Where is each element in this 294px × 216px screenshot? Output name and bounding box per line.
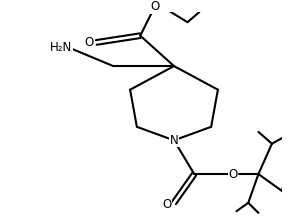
Text: O: O [228,168,238,181]
Text: O: O [84,36,93,49]
Text: O: O [151,0,160,13]
Text: O: O [162,198,171,211]
Text: H₂N: H₂N [50,41,72,54]
Text: N: N [170,134,178,147]
